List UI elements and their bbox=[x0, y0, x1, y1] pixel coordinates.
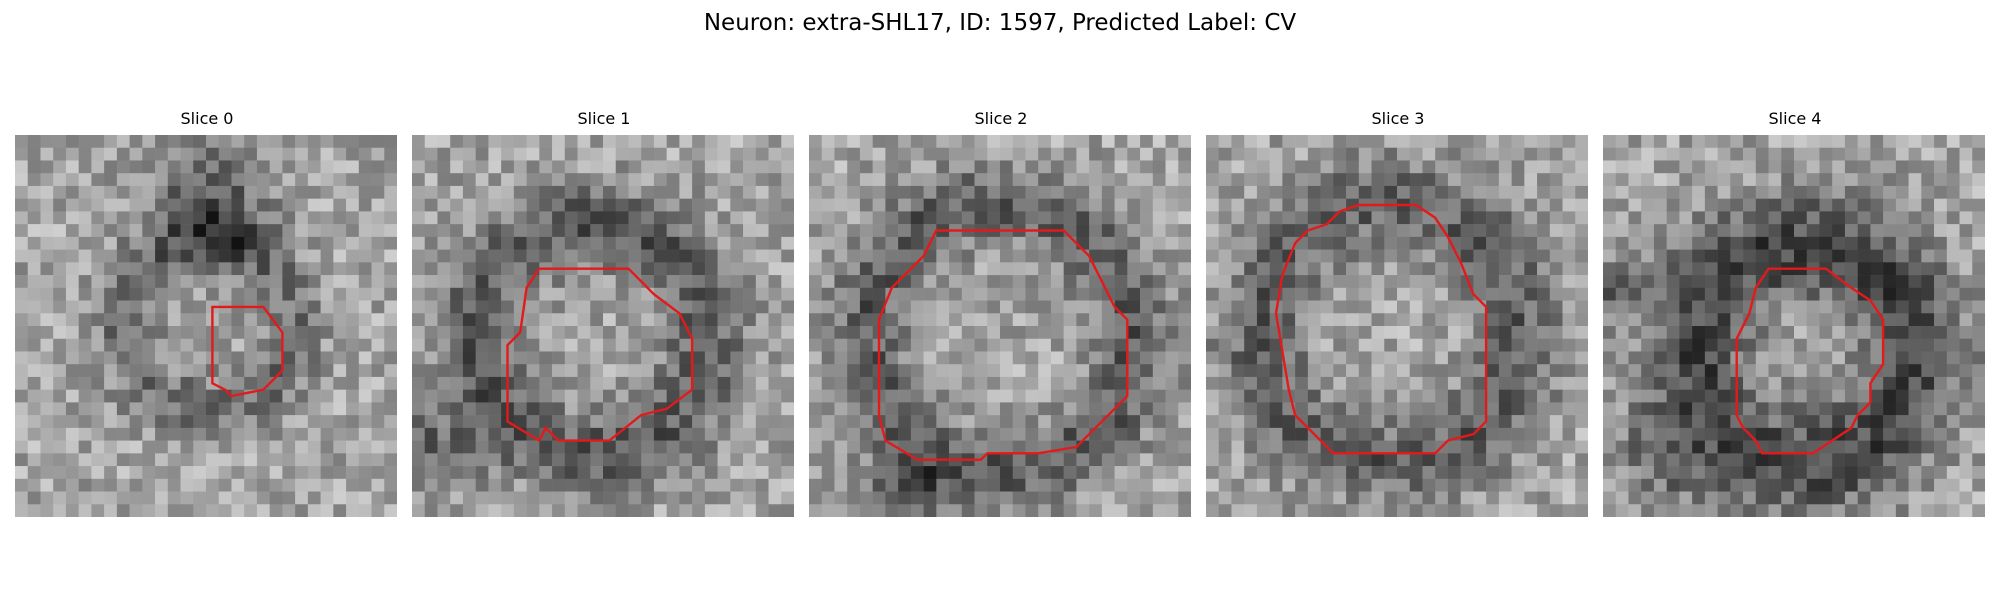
slice-panel-2: Slice 2 bbox=[809, 109, 1193, 517]
slice-title: Slice 4 bbox=[1768, 109, 1822, 128]
slice-title: Slice 2 bbox=[974, 109, 1028, 128]
pixel-grid bbox=[15, 135, 397, 517]
segmentation-outline bbox=[1735, 267, 1885, 455]
pixel-grid bbox=[412, 135, 794, 517]
pixel-grid bbox=[1206, 135, 1588, 517]
slice-panel-1: Slice 1 bbox=[412, 109, 796, 517]
slice-image bbox=[412, 135, 794, 517]
segmentation-outline bbox=[211, 305, 284, 398]
slice-title: Slice 1 bbox=[577, 109, 631, 128]
slice-image bbox=[1206, 135, 1588, 517]
segmentation-outline bbox=[877, 229, 1129, 461]
slice-image bbox=[15, 135, 397, 517]
slice-panel-0: Slice 0 bbox=[15, 109, 399, 517]
pixel-grid bbox=[809, 135, 1191, 517]
slice-image bbox=[1603, 135, 1985, 517]
slice-title: Slice 0 bbox=[180, 109, 234, 128]
slice-panel-3: Slice 3 bbox=[1206, 109, 1590, 517]
segmentation-outline bbox=[1274, 203, 1488, 455]
slice-title: Slice 3 bbox=[1371, 109, 1425, 128]
pixel-grid bbox=[1603, 135, 1985, 517]
figure-title: Neuron: extra-SHL17, ID: 1597, Predicted… bbox=[703, 10, 1297, 36]
segmentation-outline bbox=[506, 267, 694, 443]
slice-panel-4: Slice 4 bbox=[1603, 109, 1987, 517]
slice-image bbox=[809, 135, 1191, 517]
